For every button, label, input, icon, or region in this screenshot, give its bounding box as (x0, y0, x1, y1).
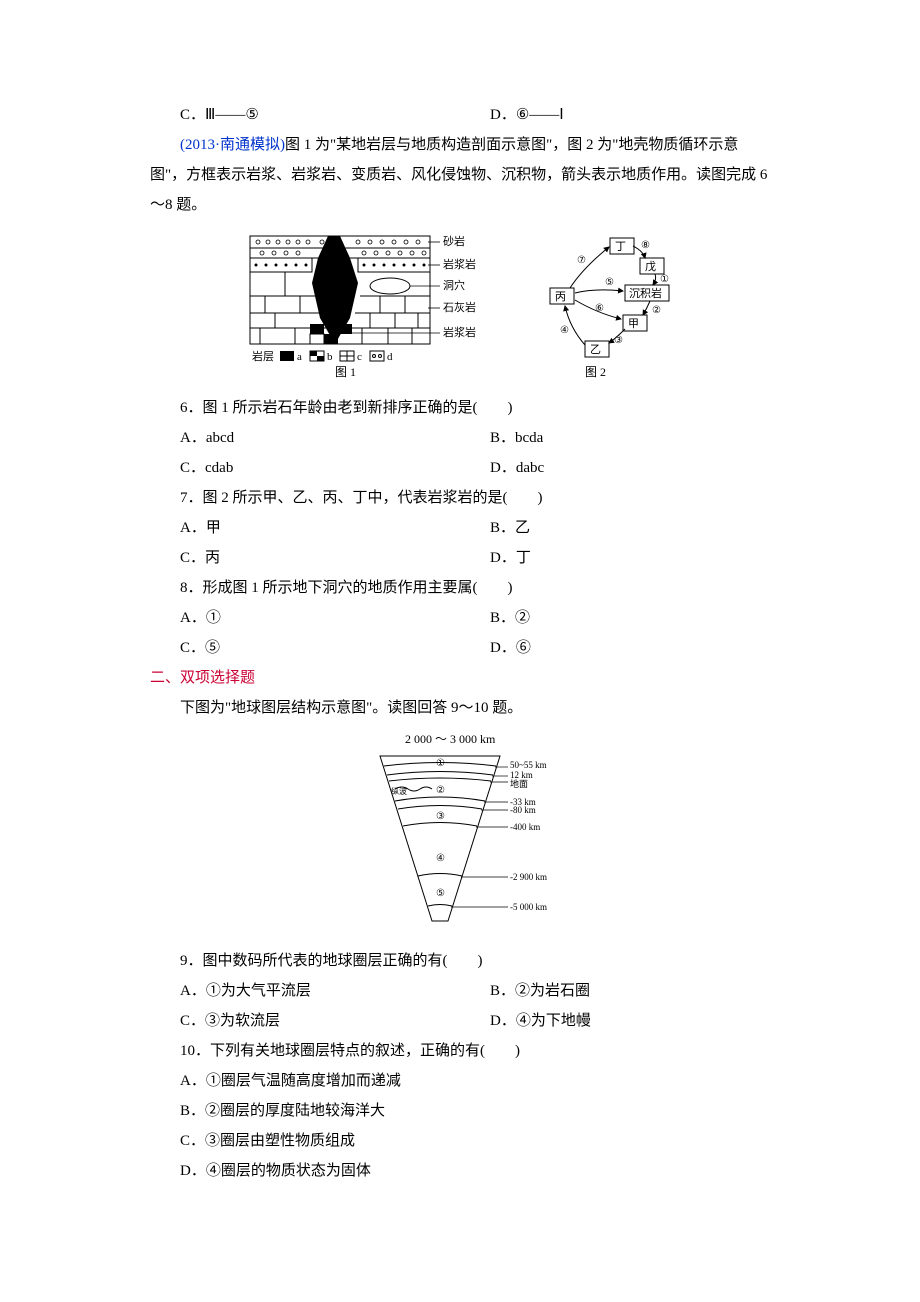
fig1-legend-d: d (387, 351, 393, 363)
svg-text:-5 000 km: -5 000 km (510, 902, 547, 912)
fig2-caption: 图 2 (585, 365, 606, 378)
figures-1-2-svg: 砂岩 岩浆岩 洞穴 石灰岩 岩浆岩 岩层 a b c d 图 1 (240, 228, 680, 378)
section-2-title: 二、双项选择题 (150, 663, 770, 693)
svg-text:甲: 甲 (628, 318, 639, 330)
svg-text:④: ④ (560, 325, 569, 336)
q8-c: C．⑤ (150, 633, 460, 663)
q8-stem: 8．形成图 1 所示地下洞穴的地质作用主要属( ) (150, 573, 770, 603)
figure-1: 砂岩 岩浆岩 洞穴 石灰岩 岩浆岩 岩层 a b c d 图 1 (250, 234, 476, 378)
q7-d: D．丁 (460, 543, 770, 573)
svg-text:丙: 丙 (555, 291, 566, 303)
svg-text:-400 km: -400 km (510, 822, 540, 832)
fig1-legend-c: c (357, 351, 362, 363)
q8-b: B．② (460, 603, 770, 633)
q9-b: B．②为岩石圈 (460, 976, 770, 1006)
fig1-caption: 图 1 (335, 365, 356, 378)
svg-text:①: ① (436, 758, 445, 769)
q9-d: D．④为下地幔 (460, 1006, 770, 1036)
svg-text:沉积岩: 沉积岩 (629, 286, 662, 300)
q9-row2: C．③为软流层 D．④为下地幔 (150, 1006, 770, 1036)
top-option-row: C．Ⅲ——⑤ D．⑥——Ⅰ (150, 100, 770, 130)
fig1-label-3: 石灰岩 (443, 300, 476, 314)
svg-text:⑧: ⑧ (641, 240, 650, 251)
fig1-label-1: 岩浆岩 (443, 257, 476, 271)
fig1-legend-prefix: 岩层 (252, 349, 274, 363)
svg-text:①: ① (660, 274, 669, 285)
q8-a: A．① (150, 603, 460, 633)
q6-d: D．dabc (460, 453, 770, 483)
q9-row1: A．①为大气平流层 B．②为岩石圈 (150, 976, 770, 1006)
q10-c: C．③圈层由塑性物质组成 (150, 1126, 770, 1156)
svg-text:-80 km: -80 km (510, 805, 536, 815)
passage-1-prefix: (2013·南通模拟) (180, 137, 285, 153)
svg-text:-2 900 km: -2 900 km (510, 872, 547, 882)
q10-stem: 10．下列有关地球圈层特点的叙述，正确的有( ) (150, 1036, 770, 1066)
q7-row1: A．甲 B．乙 (150, 513, 770, 543)
q10-d: D．④圈层的物质状态为固体 (150, 1156, 770, 1186)
passage-1: (2013·南通模拟)图 1 为"某地岩层与地质构造剖面示意图"，图 2 为"地… (150, 130, 770, 220)
q6-row2: C．cdab D．dabc (150, 453, 770, 483)
svg-text:纵波: 纵波 (391, 786, 407, 796)
fig1-label-2: 洞穴 (443, 278, 465, 292)
q6-row1: A．abcd B．bcda (150, 423, 770, 453)
fig1-legend-b: b (327, 351, 333, 363)
section-2-intro: 下图为"地球图层结构示意图"。读图回答 9～10 题。 (150, 693, 770, 723)
q9-stem: 9．图中数码所代表的地球圈层正确的有( ) (150, 946, 770, 976)
svg-text:丁: 丁 (615, 241, 626, 253)
q7-a: A．甲 (150, 513, 460, 543)
q7-stem: 7．图 2 所示甲、乙、丙、丁中，代表岩浆岩的是( ) (150, 483, 770, 513)
svg-text:⑤: ⑤ (436, 888, 445, 899)
q7-c: C．丙 (150, 543, 460, 573)
q6-c: C．cdab (150, 453, 460, 483)
svg-text:乙: 乙 (590, 343, 601, 356)
fig3-top-label: 2 000 ～ 3 000 km (405, 732, 496, 746)
fig1-label-0: 砂岩 (443, 234, 465, 248)
q6-stem: 6．图 1 所示岩石年龄由老到新排序正确的是( ) (150, 393, 770, 423)
opt-d: D．⑥——Ⅰ (460, 100, 770, 130)
q8-row2: C．⑤ D．⑥ (150, 633, 770, 663)
opt-c: C．Ⅲ——⑤ (150, 100, 460, 130)
q7-b: B．乙 (460, 513, 770, 543)
svg-text:③: ③ (436, 811, 445, 822)
q6-a: A．abcd (150, 423, 460, 453)
svg-text:④: ④ (436, 853, 445, 864)
q8-row1: A．① B．② (150, 603, 770, 633)
fig1-legend-a: a (297, 351, 302, 363)
q10-b: B．②圈层的厚度陆地较海洋大 (150, 1096, 770, 1126)
svg-text:⑦: ⑦ (577, 255, 586, 266)
svg-text:50~55 km: 50~55 km (510, 760, 547, 770)
q9-a: A．①为大气平流层 (150, 976, 460, 1006)
figure-3-svg: 2 000 ～ 3 000 km 纵波 ① ② ③ ④ ⑤ (340, 731, 580, 931)
figure-3-wrap: 2 000 ～ 3 000 km 纵波 ① ② ③ ④ ⑤ (150, 731, 770, 942)
svg-text:⑥: ⑥ (595, 303, 604, 314)
svg-text:②: ② (652, 305, 661, 316)
q6-b: B．bcda (460, 423, 770, 453)
q7-row2: C．丙 D．丁 (150, 543, 770, 573)
svg-text:⑤: ⑤ (605, 277, 614, 288)
svg-text:地面: 地面 (510, 778, 528, 789)
q10-a: A．①圈层气温随高度增加而递减 (150, 1066, 770, 1096)
svg-text:戊: 戊 (645, 260, 656, 273)
q8-d: D．⑥ (460, 633, 770, 663)
fig1-label-4: 岩浆岩 (443, 325, 476, 339)
svg-text:③: ③ (614, 335, 623, 346)
svg-text:②: ② (436, 785, 445, 796)
figure-row-1: 砂岩 岩浆岩 洞穴 石灰岩 岩浆岩 岩层 a b c d 图 1 (150, 228, 770, 389)
cave (370, 278, 410, 294)
q9-c: C．③为软流层 (150, 1006, 460, 1036)
figure-2: 丁 戊 沉积岩 甲 乙 丙 ① ② (550, 238, 669, 378)
